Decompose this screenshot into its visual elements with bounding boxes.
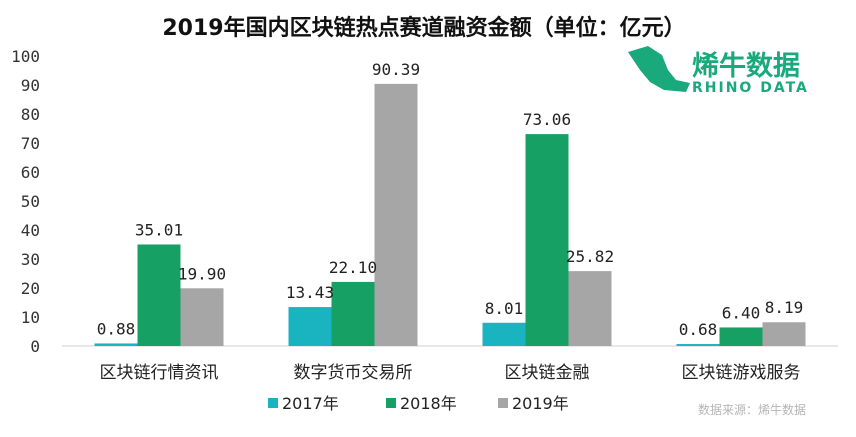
category-label: 区块链金融 [505,363,590,383]
bar-3-3 [568,271,612,346]
y-tick-label: 50 [21,192,40,211]
legend-label: 2017年 [282,394,339,413]
y-tick-label: 0 [30,337,40,356]
legend-label: 2019年 [512,394,569,413]
data-label: 19.90 [178,264,226,283]
bar-1-2 [288,307,332,346]
data-labels: 0.88 35.01 19.90 13.43 22.10 90.39 8.01 73.06 25… [97,60,804,339]
source-note: 数据来源：烯牛数据 [698,402,806,417]
rhino-logo-icon [628,46,690,92]
chart-title: 2019年国内区块链热点赛道融资金额（单位：亿元） [162,15,685,41]
bar-2-4 [719,327,763,346]
legend-swatch [268,398,278,408]
y-tick-label: 10 [21,308,40,327]
data-label: 6.40 [722,303,761,322]
data-label: 90.39 [372,60,420,79]
bar-3-1 [180,288,224,346]
data-label: 25.82 [566,247,614,266]
y-tick-label: 20 [21,279,40,298]
category-label: 数字货币交易所 [294,363,413,383]
data-label: 73.06 [523,110,571,129]
legend-swatch [498,398,508,408]
y-tick-label: 70 [21,134,40,153]
legend-label: 2018年 [400,394,457,413]
data-label: 0.88 [97,319,136,338]
y-tick-label: 30 [21,250,40,269]
y-tick-label: 60 [21,163,40,182]
data-label: 13.43 [286,283,334,302]
y-tick-label: 40 [21,221,40,240]
bar-1-3 [482,322,526,346]
bar-1-1 [94,343,138,346]
category-label: 区块链游戏服务 [682,363,801,383]
brand-subtitle: RHINO DATA [692,80,809,96]
bar-3-4 [762,322,806,346]
data-label: 0.68 [679,320,718,339]
y-tick-label: 90 [21,76,40,95]
bar-1-4 [676,344,720,346]
y-axis: 0 10 20 30 40 50 60 70 80 90 100 [11,47,40,356]
legend: 2017年 2018年 2019年 [268,394,569,413]
category-label: 区块链行情资讯 [100,363,219,383]
y-tick-label: 80 [21,105,40,124]
legend-swatch [386,398,396,408]
data-label: 22.10 [329,258,377,277]
bar-3-2 [374,83,418,346]
bars [94,83,806,346]
brand-logo: 烯牛数据 RHINO DATA [628,46,809,96]
brand-name: 烯牛数据 [692,51,800,82]
y-tick-label: 100 [11,47,40,66]
data-label: 8.19 [765,298,804,317]
category-labels: 区块链行情资讯 数字货币交易所 区块链金融 区块链游戏服务 [100,363,801,383]
bar-2-3 [525,134,569,346]
data-label: 35.01 [135,220,183,239]
bar-2-2 [331,281,375,346]
bar-2-1 [137,244,181,346]
data-label: 8.01 [485,299,524,318]
